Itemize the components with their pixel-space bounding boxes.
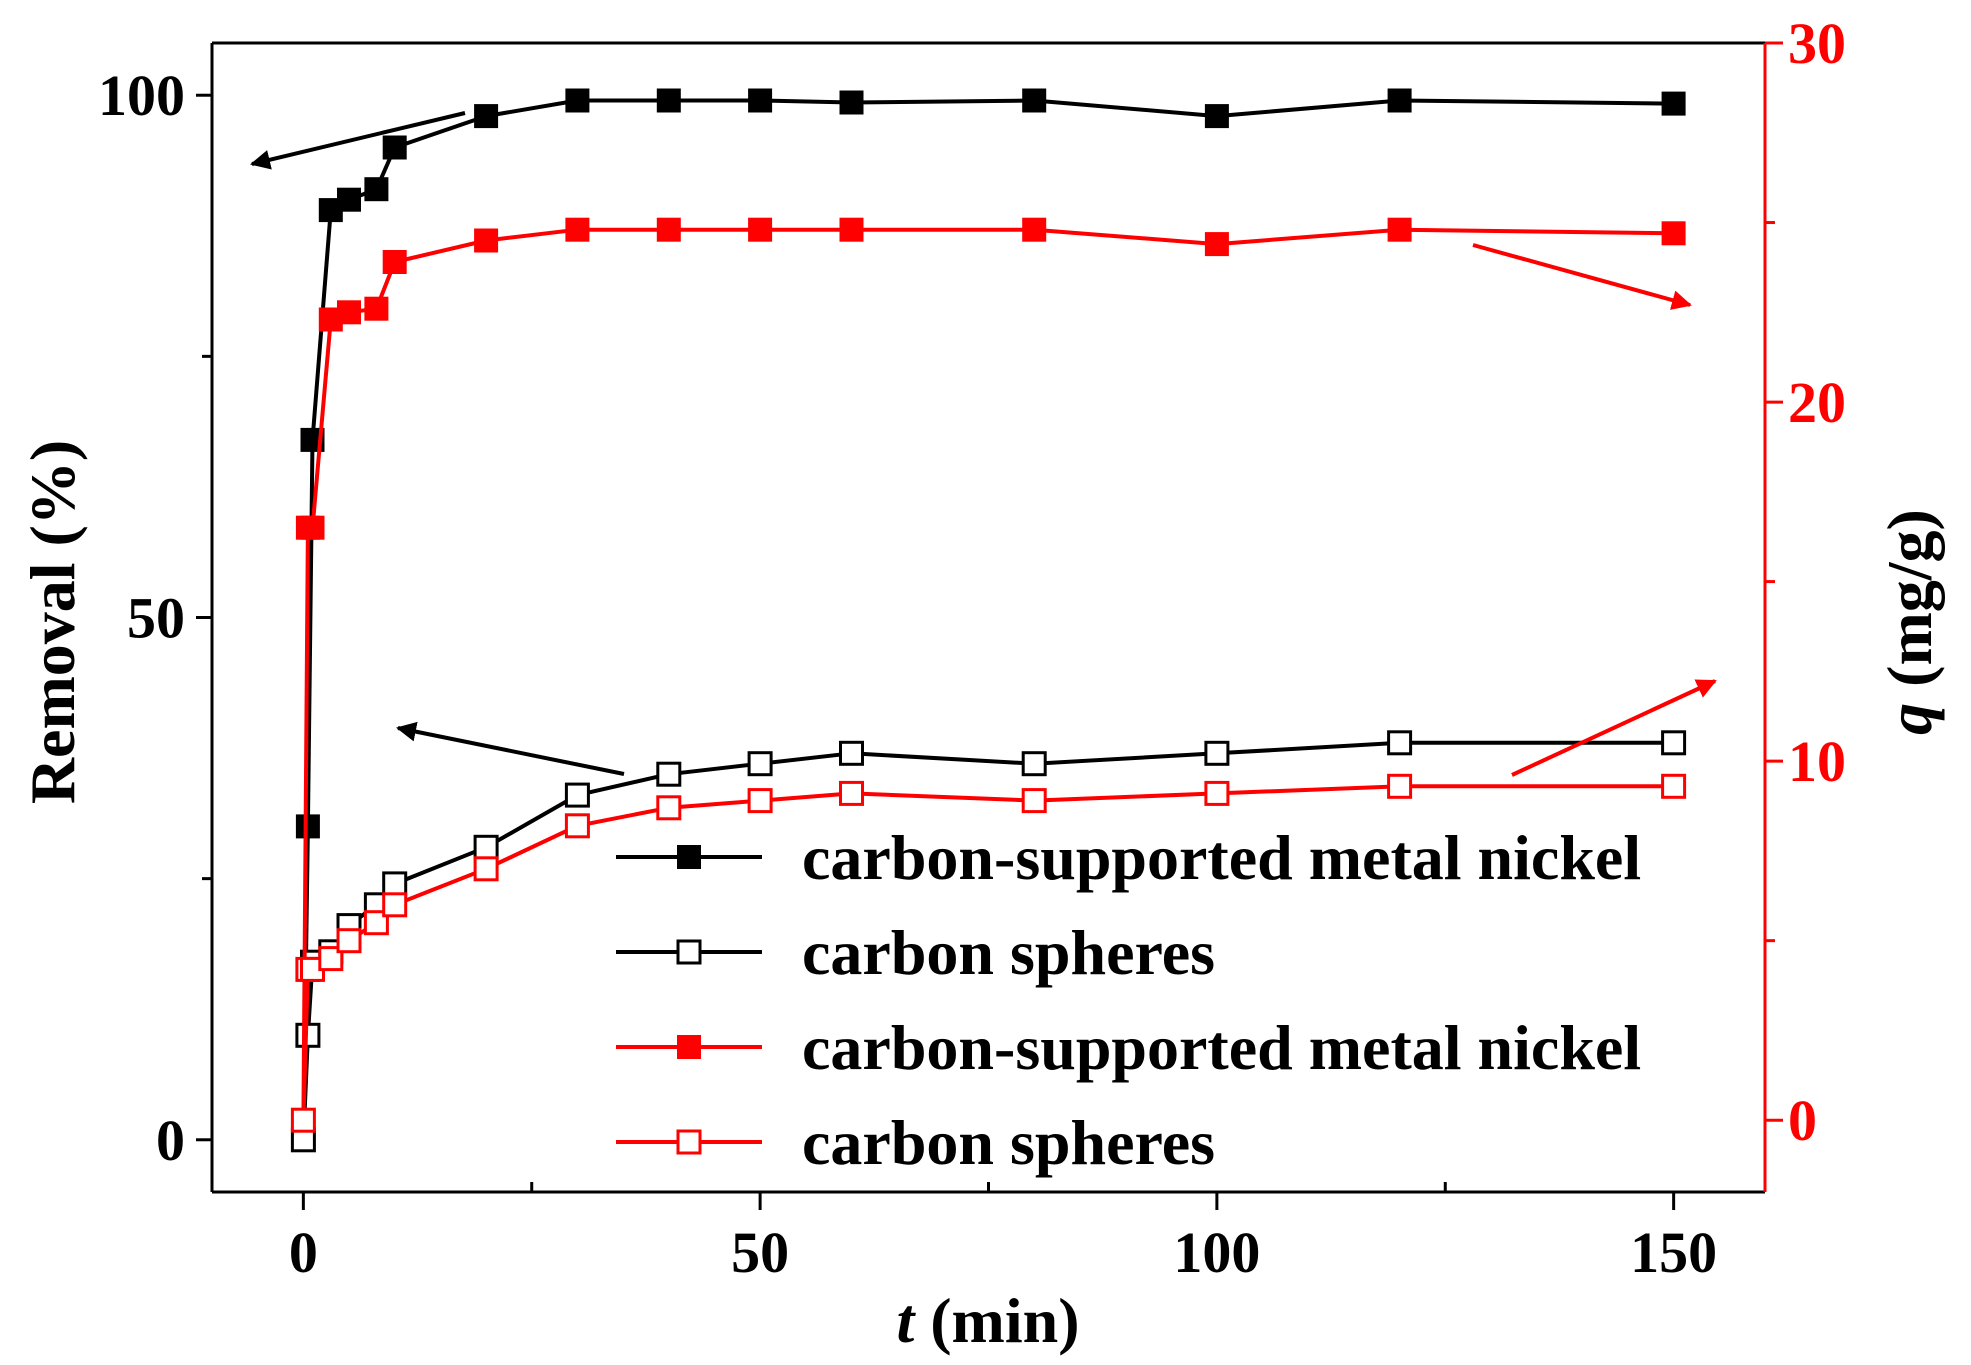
legend-entry-4: carbon spheres xyxy=(616,1107,1215,1178)
series-0-point-6 xyxy=(382,135,407,160)
series-0-point-12 xyxy=(1022,88,1047,113)
left-axis-ticks: 0 50 100 xyxy=(98,63,212,1173)
series-2-point-10 xyxy=(748,217,773,242)
series-layer xyxy=(290,88,1687,1153)
series-0-point-9 xyxy=(656,88,681,113)
x-tick-label-0: 0 xyxy=(289,1220,318,1285)
series-3-point-0 xyxy=(290,1107,316,1133)
series-2-point-4 xyxy=(337,300,361,325)
series-3-point-5 xyxy=(363,910,389,936)
arrow-red-lower xyxy=(1511,679,1717,777)
series-2-right xyxy=(291,217,1686,1133)
series-3-point-8 xyxy=(564,813,590,839)
series-1-point-11 xyxy=(839,740,864,766)
left-tick-label-0: 0 xyxy=(156,1108,185,1173)
legend-entry-2: carbon spheres xyxy=(616,917,1215,988)
right-axis-ticks: 0 10 20 30 xyxy=(1765,11,1846,1153)
series-3-point-6 xyxy=(382,892,408,918)
right-tick-label-30: 30 xyxy=(1788,11,1846,76)
series-3-point-10 xyxy=(747,788,773,814)
series-2-point-14 xyxy=(1387,217,1412,242)
series-1-point-10 xyxy=(747,751,773,777)
series-0-point-13 xyxy=(1204,104,1229,129)
x-tick-label-150: 150 xyxy=(1630,1220,1717,1285)
series-1-point-9 xyxy=(656,761,682,787)
x-axis-title: t (min) xyxy=(896,1285,1079,1356)
series-2-point-6 xyxy=(382,250,407,274)
series-3-point-14 xyxy=(1387,773,1413,799)
legend-marker-4 xyxy=(676,1129,702,1155)
series-3-point-4 xyxy=(336,928,362,954)
legend-label-3: carbon-supported metal nickel xyxy=(802,1012,1641,1083)
x-axis-title-unit: (min) xyxy=(914,1285,1079,1356)
legend-label-4: carbon spheres xyxy=(802,1107,1215,1178)
series-0-point-8 xyxy=(565,88,590,113)
series-1-point-8 xyxy=(564,782,590,808)
series-2-point-5 xyxy=(364,296,389,321)
right-axis-title-unit: (mg/g) xyxy=(1874,509,1945,703)
series-3-point-15 xyxy=(1661,773,1687,799)
series-3-point-11 xyxy=(839,780,864,806)
x-tick-label-100: 100 xyxy=(1173,1220,1260,1285)
right-axis-title-var: q xyxy=(1874,703,1945,735)
series-2-line xyxy=(301,227,1674,1121)
arrow-red-upper xyxy=(1472,243,1692,310)
series-1-point-7 xyxy=(473,834,499,860)
series-0-point-4 xyxy=(337,187,361,212)
legend-marker-3 xyxy=(677,1035,701,1059)
x-axis-title-var: t xyxy=(896,1285,916,1356)
series-0-point-1 xyxy=(295,814,320,839)
x-axis-ticks: 0 50 100 150 xyxy=(289,1182,1717,1285)
series-0-point-7 xyxy=(474,104,499,129)
series-2-point-7 xyxy=(474,228,499,253)
right-tick-label-20: 20 xyxy=(1788,370,1846,435)
legend-label-1: carbon-supported metal nickel xyxy=(802,822,1641,893)
right-axis-title: q (mg/g) xyxy=(1874,509,1945,735)
series-2-point-9 xyxy=(656,217,681,242)
left-tick-label-100: 100 xyxy=(98,63,185,128)
series-0-point-10 xyxy=(748,88,773,113)
series-2-point-8 xyxy=(565,217,590,242)
legend-marker-1 xyxy=(677,845,701,869)
legend: carbon-supported metal nickel carbon sph… xyxy=(616,822,1641,1178)
series-2-point-2 xyxy=(300,515,325,540)
legend-marker-2 xyxy=(676,939,702,965)
series-0-point-15 xyxy=(1661,91,1686,116)
series-0-point-14 xyxy=(1387,88,1412,113)
series-1-point-6 xyxy=(382,871,408,897)
series-3-point-9 xyxy=(656,795,682,821)
axis-arrows xyxy=(250,111,1717,777)
series-3-point-3 xyxy=(318,946,344,972)
arrow-black-top xyxy=(250,111,466,170)
series-0-left xyxy=(291,88,1686,1152)
legend-label-2: carbon spheres xyxy=(802,917,1215,988)
left-tick-label-50: 50 xyxy=(127,586,185,651)
x-tick-label-50: 50 xyxy=(731,1220,789,1285)
legend-entry-1: carbon-supported metal nickel xyxy=(616,822,1641,893)
series-3-point-13 xyxy=(1204,780,1230,806)
series-3-point-7 xyxy=(473,856,499,882)
series-3-point-12 xyxy=(1021,788,1047,814)
legend-entry-3: carbon-supported metal nickel xyxy=(616,1012,1641,1083)
series-1-point-12 xyxy=(1021,751,1047,777)
series-2-point-11 xyxy=(839,217,864,242)
right-tick-label-10: 10 xyxy=(1788,729,1846,794)
left-axis-title: Removal (%) xyxy=(17,440,88,804)
series-2-point-12 xyxy=(1022,217,1047,242)
series-2-point-15 xyxy=(1661,221,1686,246)
arrow-black-middle xyxy=(396,721,625,776)
series-0-point-11 xyxy=(839,90,864,115)
series-0-point-5 xyxy=(364,177,389,202)
series-2-point-13 xyxy=(1204,232,1229,257)
series-1-point-14 xyxy=(1387,730,1413,756)
series-1-point-15 xyxy=(1661,730,1687,756)
series-1-point-13 xyxy=(1204,740,1230,766)
series-3-right xyxy=(290,773,1687,1133)
right-tick-label-0: 0 xyxy=(1788,1088,1817,1153)
